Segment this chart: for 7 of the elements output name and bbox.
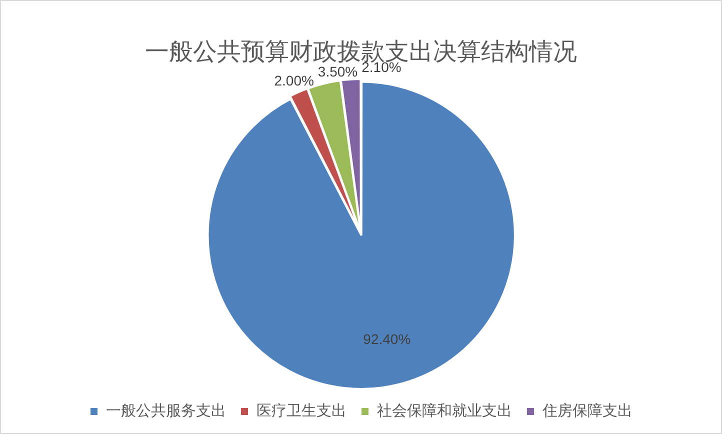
legend-label: 社会保障和就业支出: [377, 401, 512, 420]
data-label: 92.40%: [363, 331, 411, 348]
data-label: 2.00%: [274, 72, 314, 89]
data-label: 3.50%: [318, 63, 358, 80]
legend-label: 住房保障支出: [542, 401, 632, 420]
legend-label: 医疗卫生支出: [256, 401, 346, 420]
legend-label: 一般公共服务支出: [106, 401, 226, 420]
